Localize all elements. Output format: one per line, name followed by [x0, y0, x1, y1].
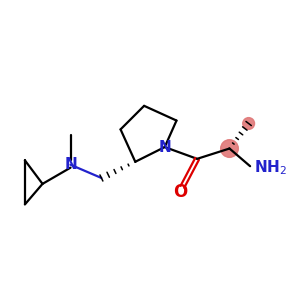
Text: NH$_2$: NH$_2$ [254, 158, 286, 177]
Text: O: O [173, 183, 187, 201]
Circle shape [221, 140, 238, 158]
Text: N: N [158, 140, 171, 154]
Circle shape [243, 118, 254, 129]
Text: N: N [64, 157, 77, 172]
